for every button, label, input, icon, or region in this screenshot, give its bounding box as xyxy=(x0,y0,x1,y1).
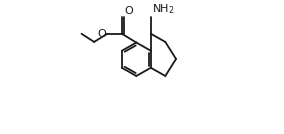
Text: O: O xyxy=(124,6,133,16)
Text: NH$_2$: NH$_2$ xyxy=(152,2,175,16)
Text: O: O xyxy=(98,29,106,39)
